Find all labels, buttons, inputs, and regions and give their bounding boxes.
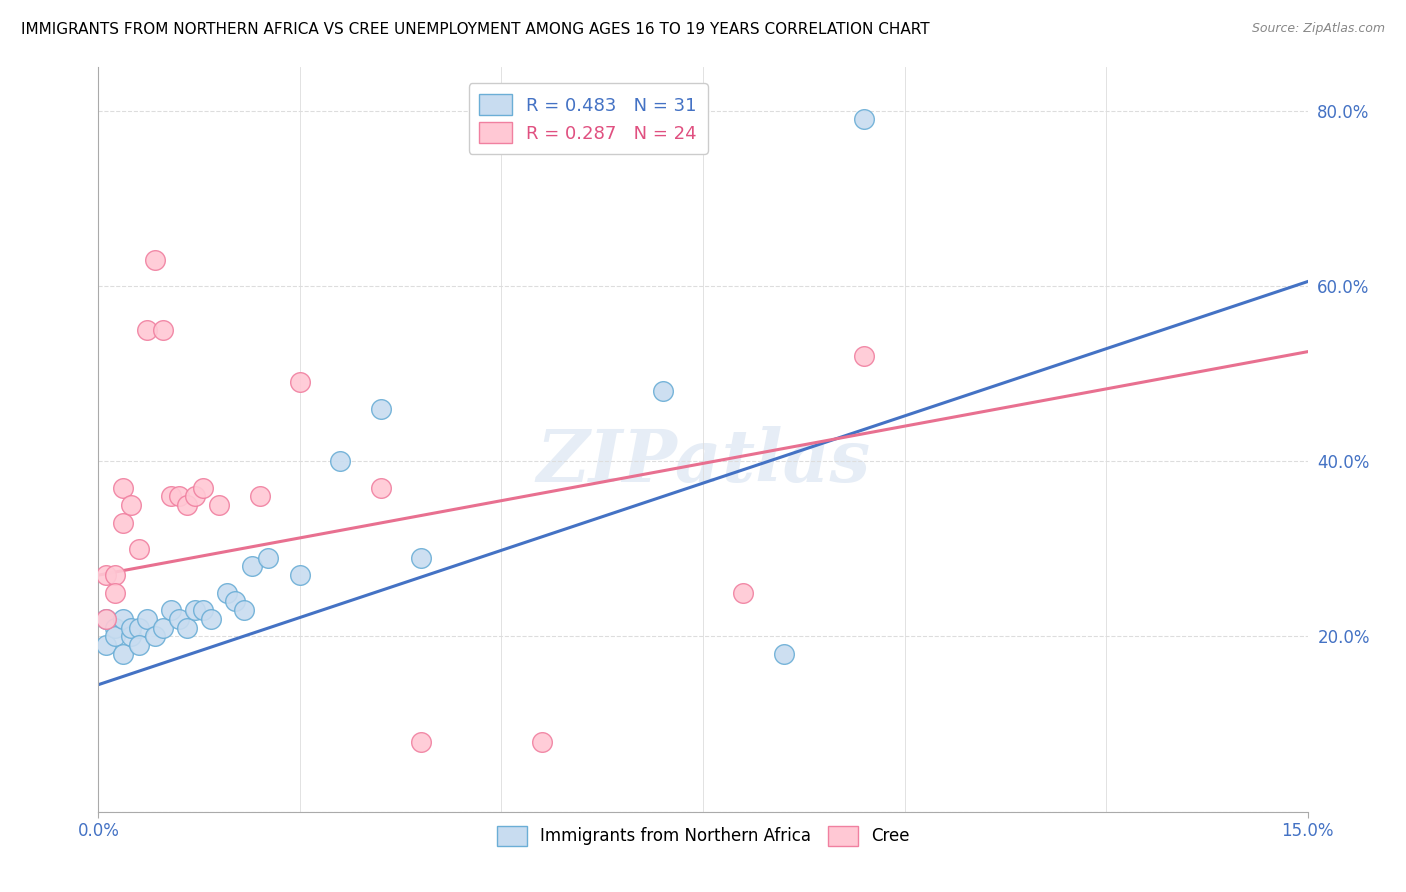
Point xyxy=(184,489,207,503)
Point xyxy=(128,541,150,556)
Point xyxy=(103,568,125,582)
Text: Source: ZipAtlas.com: Source: ZipAtlas.com xyxy=(1251,22,1385,36)
Point xyxy=(193,603,215,617)
Point xyxy=(167,489,190,503)
Point xyxy=(208,498,231,512)
Point xyxy=(96,638,118,652)
Point xyxy=(128,638,150,652)
Point xyxy=(167,612,190,626)
Point xyxy=(120,630,142,644)
Point xyxy=(135,323,157,337)
Point xyxy=(733,585,755,599)
Point xyxy=(135,612,157,626)
Point xyxy=(200,612,222,626)
Point xyxy=(329,454,352,468)
Point xyxy=(853,349,876,363)
Point xyxy=(103,630,125,644)
Point xyxy=(176,498,198,512)
Point xyxy=(288,376,311,390)
Point xyxy=(217,585,239,599)
Point xyxy=(193,481,215,495)
Point xyxy=(249,489,271,503)
Point xyxy=(240,559,263,574)
Point xyxy=(160,603,183,617)
Point xyxy=(111,647,134,661)
Point xyxy=(96,612,118,626)
Point xyxy=(111,612,134,626)
Point xyxy=(143,252,166,267)
Point xyxy=(651,384,673,398)
Point xyxy=(176,621,198,635)
Point xyxy=(853,112,876,127)
Point xyxy=(232,603,254,617)
Point xyxy=(143,630,166,644)
Point xyxy=(120,498,142,512)
Point xyxy=(772,647,794,661)
Text: ZIPatlas: ZIPatlas xyxy=(536,426,870,497)
Point xyxy=(184,603,207,617)
Point xyxy=(103,621,125,635)
Point xyxy=(120,621,142,635)
Point xyxy=(256,550,278,565)
Point xyxy=(152,323,174,337)
Point xyxy=(370,481,392,495)
Point xyxy=(288,568,311,582)
Text: IMMIGRANTS FROM NORTHERN AFRICA VS CREE UNEMPLOYMENT AMONG AGES 16 TO 19 YEARS C: IMMIGRANTS FROM NORTHERN AFRICA VS CREE … xyxy=(21,22,929,37)
Point xyxy=(160,489,183,503)
Point xyxy=(96,568,118,582)
Point xyxy=(103,585,125,599)
Point xyxy=(370,401,392,416)
Point xyxy=(111,481,134,495)
Point xyxy=(224,594,246,608)
Point xyxy=(152,621,174,635)
Point xyxy=(96,612,118,626)
Point xyxy=(111,516,134,530)
Legend: Immigrants from Northern Africa, Cree: Immigrants from Northern Africa, Cree xyxy=(486,816,920,855)
Point xyxy=(409,550,432,565)
Point xyxy=(128,621,150,635)
Point xyxy=(409,734,432,748)
Point xyxy=(530,734,553,748)
